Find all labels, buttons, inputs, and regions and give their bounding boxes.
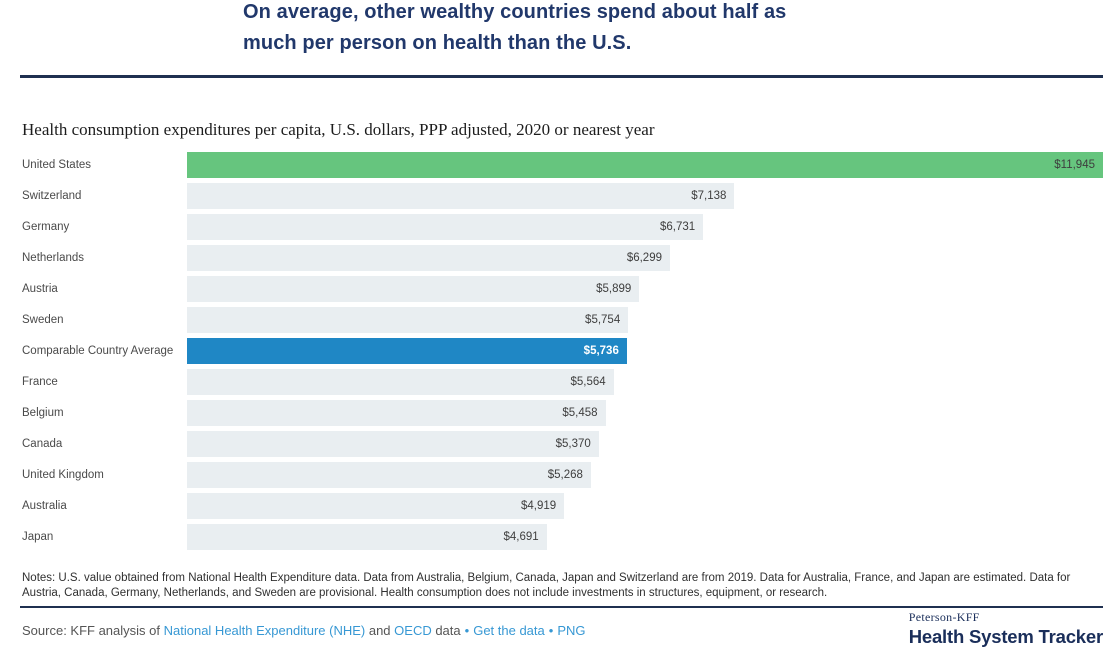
chart-row: United Kingdom $5,268 [22, 462, 1103, 488]
png-link[interactable]: PNG [557, 623, 586, 638]
category-label: United Kingdom [22, 469, 104, 481]
category-label: Canada [22, 438, 63, 450]
bar-area: $4,691 [187, 524, 1103, 550]
category-label: Comparable Country Average [22, 345, 174, 357]
bar-area: $11,945 [187, 152, 1103, 178]
bullet-separator: • [464, 623, 470, 638]
category-label: Belgium [22, 407, 64, 419]
nhe-link[interactable]: National Health Expenditure (NHE) [163, 623, 366, 638]
value-label: $7,138 [691, 190, 727, 202]
value-label: $6,299 [626, 252, 662, 264]
bar-austria[interactable]: $5,899 [187, 276, 640, 302]
source-line: Source: KFF analysis of National Health … [22, 623, 586, 638]
category-label: France [22, 376, 58, 388]
value-label: $5,899 [596, 283, 632, 295]
category-label: United States [22, 159, 92, 171]
logo-name-text: Health System Tracker [908, 626, 1103, 647]
chart-rows: United States $11,945 Switzerland $7,138 Ger… [22, 152, 1103, 555]
bar-area: $5,564 [187, 369, 1103, 395]
chart-row: Australia $4,919 [22, 493, 1103, 519]
bar-area: $5,458 [187, 400, 1103, 426]
category-label: Switzerland [22, 190, 82, 202]
category-label: Japan [22, 531, 54, 543]
bar-area: $5,899 [187, 276, 1103, 302]
health-system-tracker-logo[interactable]: Peterson-KFF Health System Tracker [909, 610, 1103, 648]
bar-area: $7,138 [187, 183, 1103, 209]
bar-area: $5,736 [187, 338, 1103, 364]
top-divider [20, 75, 1103, 78]
bar-belgium[interactable]: $5,458 [187, 400, 606, 426]
category-label: Netherlands [22, 252, 85, 264]
value-label: $6,731 [659, 221, 696, 233]
chart-row: Austria $5,899 [22, 276, 1103, 302]
chart-row: Netherlands $6,299 [22, 245, 1103, 271]
bar-united-kingdom[interactable]: $5,268 [187, 462, 591, 488]
chart-row: Comparable Country Average $5,736 [22, 338, 1103, 364]
category-label: Australia [22, 500, 67, 512]
value-label: $5,458 [562, 407, 598, 419]
value-label: $4,919 [521, 500, 557, 512]
bar-japan[interactable]: $4,691 [187, 524, 547, 550]
source-and: and [365, 623, 395, 638]
chart-subtitle: Health consumption expenditures per capi… [22, 120, 655, 139]
source-data: data [431, 623, 461, 638]
bar-area: $5,268 [187, 462, 1103, 488]
value-label: $4,691 [503, 531, 539, 543]
source-prefix: Source: KFF analysis of [22, 623, 164, 638]
chart-row: Switzerland $7,138 [22, 183, 1103, 209]
bar-area: $5,754 [187, 307, 1103, 333]
chart-row: Sweden $5,754 [22, 307, 1103, 333]
logo-org-text: Peterson-KFF [908, 610, 980, 624]
bar-area: $6,299 [187, 245, 1103, 271]
category-label: Sweden [22, 314, 64, 326]
chart-row: Canada $5,370 [22, 431, 1103, 457]
bar-area: $5,370 [187, 431, 1103, 457]
bar-switzerland[interactable]: $7,138 [187, 183, 735, 209]
bar-france[interactable]: $5,564 [187, 369, 614, 395]
chart-row: France $5,564 [22, 369, 1103, 395]
value-label: $5,754 [585, 314, 621, 326]
bar-australia[interactable]: $4,919 [187, 493, 565, 519]
chart-row: Germany $6,731 [22, 214, 1103, 240]
value-label: $5,736 [583, 345, 619, 357]
value-label: $11,945 [1054, 159, 1095, 171]
oecd-link[interactable]: OECD [394, 623, 432, 638]
bar-canada[interactable]: $5,370 [187, 431, 599, 457]
bar-area: $6,731 [187, 214, 1103, 240]
get-the-data-link[interactable]: Get the data [473, 623, 545, 638]
bar-germany[interactable]: $6,731 [187, 214, 704, 240]
bar-sweden[interactable]: $5,754 [187, 307, 629, 333]
bar-comparable-country-average[interactable]: $5,736 [187, 338, 627, 364]
chart-notes: Notes: U.S. value obtained from National… [22, 572, 1071, 599]
bar-united-states[interactable]: $11,945 [187, 152, 1103, 178]
value-label: $5,370 [555, 438, 591, 450]
value-label: $5,268 [547, 469, 583, 481]
page-title: On average, other wealthy countries spen… [243, 1, 787, 54]
bar-area: $4,919 [187, 493, 1103, 519]
bar-netherlands[interactable]: $6,299 [187, 245, 670, 271]
chart-row: Belgium $5,458 [22, 400, 1103, 426]
category-label: Germany [22, 221, 70, 233]
chart-row: United States $11,945 [22, 152, 1103, 178]
chart-row: Japan $4,691 [22, 524, 1103, 550]
value-label: $5,564 [570, 376, 606, 388]
bottom-divider [20, 606, 1103, 608]
bullet-separator: • [548, 623, 554, 638]
category-label: Austria [22, 283, 58, 295]
